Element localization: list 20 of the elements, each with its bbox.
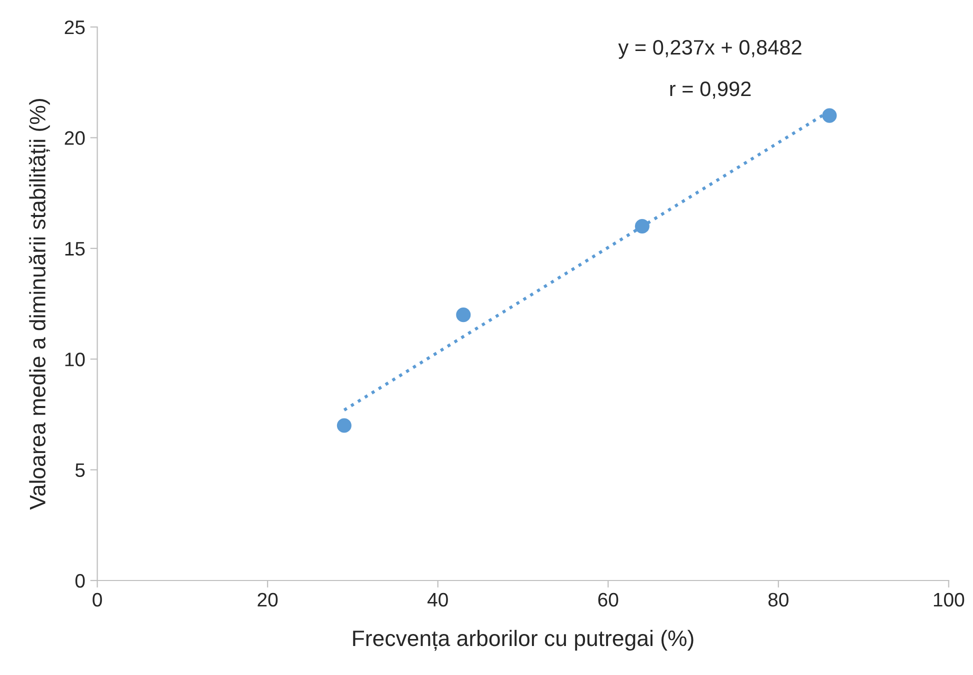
point — [822, 108, 837, 123]
y-tick-label: 20 — [64, 131, 85, 145]
annotation: r = 0,992 — [670, 81, 751, 99]
x-tick-label: 100 — [934, 592, 964, 607]
annotation: y = 0,237x + 0,8482 — [618, 40, 802, 59]
y-tick-label: 25 — [64, 20, 85, 34]
y-tick-label: 5 — [75, 463, 85, 478]
point — [456, 308, 471, 322]
point — [634, 218, 650, 234]
y-tick-label: 0 — [75, 574, 85, 588]
x-tick-label: 60 — [598, 592, 618, 607]
x-tick-label: 80 — [768, 592, 788, 607]
x-axis-title: Frecvența arborilor cu putregai (%) — [353, 630, 694, 651]
x-tick-label: 40 — [427, 592, 448, 607]
y-tick-label: 15 — [65, 242, 85, 256]
x-tick-label: 0 — [92, 592, 102, 607]
point — [336, 418, 352, 433]
x-tick-label: 20 — [258, 592, 278, 607]
y-tick-label: 10 — [65, 352, 85, 366]
y-axis-title: Valoarea medie a diminuării stabilității (%) — [28, 99, 50, 510]
